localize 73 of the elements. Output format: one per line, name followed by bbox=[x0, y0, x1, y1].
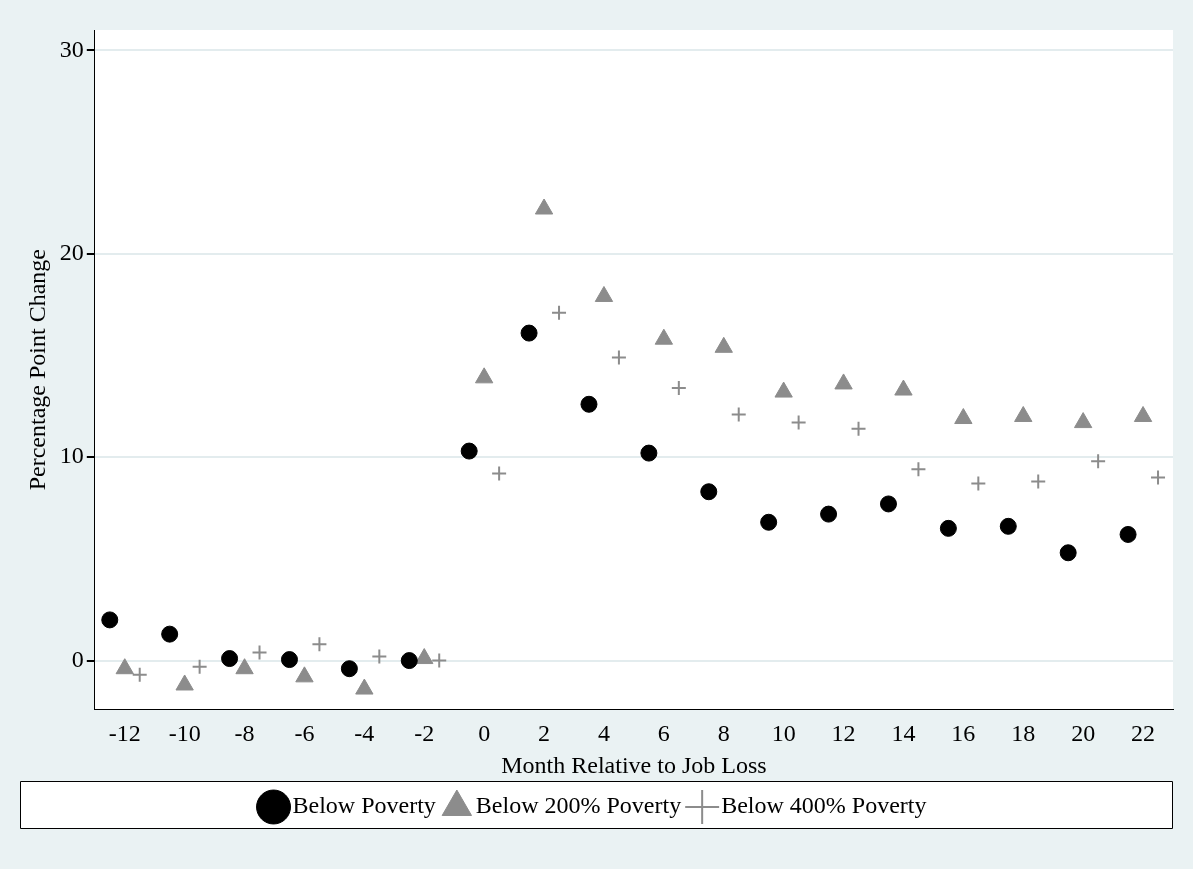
x-tick-label: 8 bbox=[717, 720, 730, 747]
point bbox=[894, 379, 913, 396]
y-tick-label: 20 bbox=[59, 239, 84, 266]
point bbox=[834, 373, 853, 390]
point bbox=[491, 465, 508, 482]
point bbox=[850, 420, 867, 437]
point bbox=[280, 651, 298, 669]
point bbox=[640, 444, 658, 462]
point bbox=[1030, 473, 1047, 490]
point bbox=[774, 381, 793, 398]
point bbox=[1059, 544, 1077, 562]
point bbox=[474, 367, 494, 384]
x-tick-label: -8 bbox=[234, 720, 255, 747]
point bbox=[610, 349, 627, 366]
point bbox=[191, 658, 208, 675]
point bbox=[970, 475, 987, 492]
x-tick-label: -10 bbox=[168, 720, 201, 747]
point bbox=[670, 380, 687, 397]
point bbox=[251, 644, 268, 661]
x-tick-label: -12 bbox=[108, 720, 141, 747]
point bbox=[910, 461, 927, 478]
point bbox=[460, 442, 478, 460]
point bbox=[999, 517, 1017, 535]
x-tick-label: -6 bbox=[294, 720, 315, 747]
x-tick-label: 4 bbox=[597, 720, 610, 747]
y-tick-label: 0 bbox=[71, 645, 84, 672]
point bbox=[551, 304, 568, 321]
point bbox=[221, 650, 239, 668]
x-tick-label: 6 bbox=[657, 720, 670, 747]
point bbox=[594, 285, 614, 302]
point bbox=[101, 611, 119, 629]
point bbox=[879, 495, 897, 513]
legend-label: Below 400% Poverty bbox=[721, 792, 927, 819]
point bbox=[654, 328, 674, 345]
point bbox=[400, 652, 418, 670]
point bbox=[161, 625, 179, 643]
x-tick-label: 10 bbox=[771, 720, 796, 747]
point bbox=[534, 198, 554, 215]
x-tick-label: -2 bbox=[414, 720, 435, 747]
point bbox=[520, 324, 538, 342]
x-tick-label: 2 bbox=[538, 720, 551, 747]
x-tick-label: 22 bbox=[1131, 720, 1156, 747]
point bbox=[1090, 453, 1107, 470]
x-tick-label: 0 bbox=[478, 720, 491, 747]
point bbox=[820, 505, 838, 523]
point bbox=[954, 408, 973, 425]
y-tick-label: 10 bbox=[59, 442, 84, 469]
point bbox=[311, 636, 328, 653]
y-tick-label: 30 bbox=[59, 35, 84, 62]
point bbox=[730, 406, 747, 423]
x-tick-label: 14 bbox=[891, 720, 916, 747]
point bbox=[760, 513, 778, 531]
x-tick-label: 18 bbox=[1011, 720, 1036, 747]
point bbox=[131, 666, 148, 683]
y-axis-title: Percentage Point Change bbox=[23, 249, 50, 491]
x-axis-title: Month Relative to Job Loss bbox=[501, 751, 767, 778]
point bbox=[700, 483, 718, 501]
point bbox=[580, 395, 598, 413]
point bbox=[1119, 525, 1137, 543]
point bbox=[1073, 412, 1093, 429]
point bbox=[371, 648, 388, 665]
x-tick-label: 16 bbox=[951, 720, 976, 747]
legend-label: Below Poverty bbox=[292, 792, 436, 819]
x-tick-label: 12 bbox=[831, 720, 856, 747]
point bbox=[790, 414, 807, 431]
point bbox=[939, 519, 957, 537]
point bbox=[340, 660, 358, 678]
point bbox=[431, 652, 448, 669]
legend-label: Below 200% Poverty bbox=[475, 792, 682, 819]
point bbox=[714, 336, 733, 353]
point bbox=[1150, 469, 1167, 486]
x-tick-label: 20 bbox=[1071, 720, 1096, 747]
x-tick-label: -4 bbox=[354, 720, 375, 747]
